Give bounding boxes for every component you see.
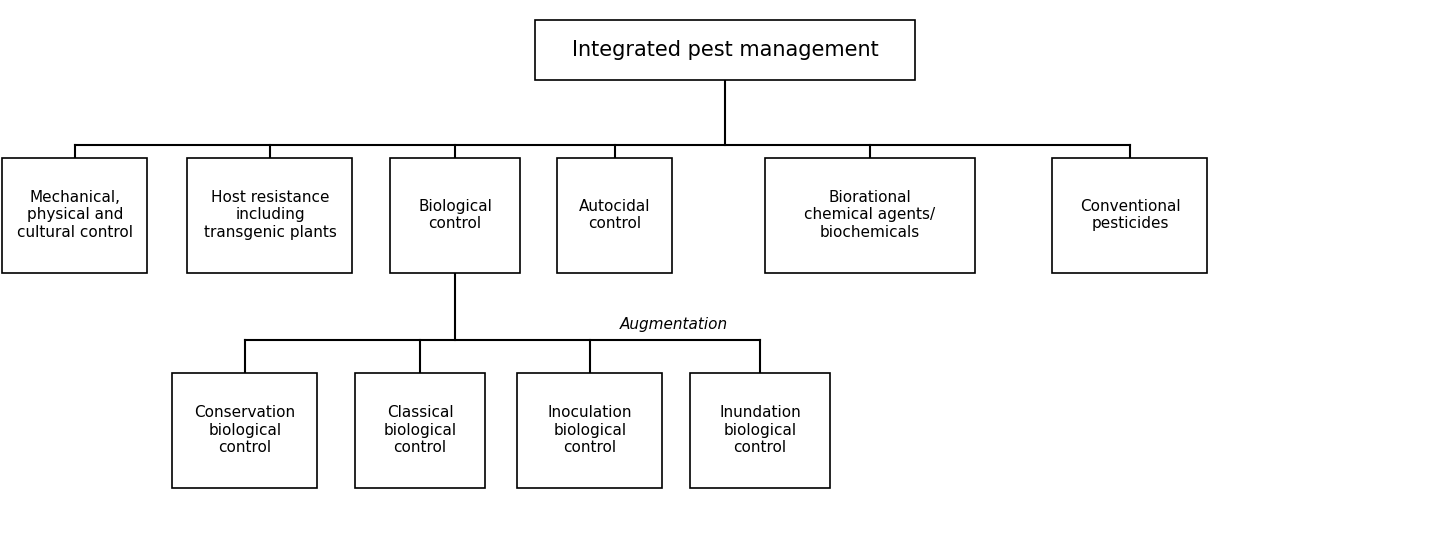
FancyBboxPatch shape	[173, 373, 318, 487]
Text: Integrated pest management: Integrated pest management	[571, 40, 879, 60]
Text: Mechanical,
physical and
cultural control: Mechanical, physical and cultural contro…	[17, 190, 133, 240]
Text: Inundation
biological
control: Inundation biological control	[719, 405, 800, 455]
FancyBboxPatch shape	[390, 158, 521, 272]
FancyBboxPatch shape	[535, 20, 915, 80]
FancyBboxPatch shape	[3, 158, 148, 272]
FancyBboxPatch shape	[557, 158, 673, 272]
Text: Biorational
chemical agents/
biochemicals: Biorational chemical agents/ biochemical…	[805, 190, 935, 240]
FancyBboxPatch shape	[690, 373, 829, 487]
Text: Augmentation: Augmentation	[621, 317, 728, 332]
FancyBboxPatch shape	[355, 373, 484, 487]
Text: Host resistance
including
transgenic plants: Host resistance including transgenic pla…	[203, 190, 336, 240]
Text: Conventional
pesticides: Conventional pesticides	[1080, 199, 1180, 231]
Text: Autocidal
control: Autocidal control	[579, 199, 651, 231]
Text: Biological
control: Biological control	[418, 199, 492, 231]
FancyBboxPatch shape	[187, 158, 352, 272]
FancyBboxPatch shape	[766, 158, 974, 272]
FancyBboxPatch shape	[1053, 158, 1208, 272]
Text: Conservation
biological
control: Conservation biological control	[194, 405, 296, 455]
Text: Classical
biological
control: Classical biological control	[383, 405, 457, 455]
FancyBboxPatch shape	[518, 373, 663, 487]
Text: Inoculation
biological
control: Inoculation biological control	[548, 405, 632, 455]
